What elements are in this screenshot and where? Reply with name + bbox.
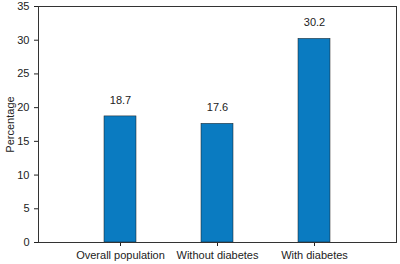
svg-text:20: 20 (17, 101, 29, 113)
svg-text:18.7: 18.7 (110, 94, 131, 106)
svg-text:Percentage: Percentage (4, 96, 16, 152)
svg-text:30.2: 30.2 (304, 16, 325, 28)
svg-text:5: 5 (23, 202, 29, 214)
svg-text:Overall population: Overall population (76, 249, 165, 261)
svg-text:10: 10 (17, 169, 29, 181)
svg-text:With diabetes: With diabetes (281, 249, 348, 261)
svg-text:Without diabetes: Without diabetes (177, 249, 259, 261)
svg-text:35: 35 (17, 0, 29, 12)
svg-text:17.6: 17.6 (207, 101, 228, 113)
svg-text:15: 15 (17, 135, 29, 147)
svg-text:0: 0 (23, 236, 29, 248)
svg-text:30: 30 (17, 34, 29, 46)
svg-text:25: 25 (17, 67, 29, 79)
